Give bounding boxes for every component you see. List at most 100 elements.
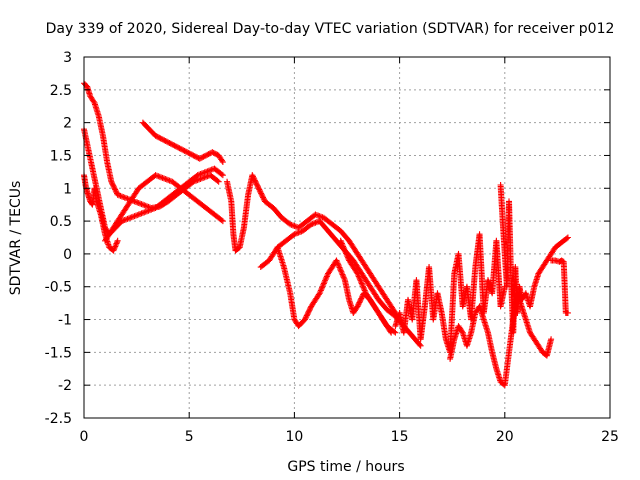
y-tick-label: 1 xyxy=(63,181,72,197)
data-point xyxy=(316,290,323,297)
data-point xyxy=(564,234,571,241)
data-point xyxy=(417,342,424,349)
data-point xyxy=(341,275,348,282)
data-point xyxy=(317,287,324,294)
series-trace-f xyxy=(224,172,403,323)
x-tick-label: 5 xyxy=(185,429,194,445)
data-point xyxy=(359,281,366,288)
chart-title: Day 339 of 2020, Sidereal Day-to-day VTE… xyxy=(46,21,615,37)
series-trace-d xyxy=(139,119,226,166)
x-tick-label: 25 xyxy=(601,429,619,445)
y-tick-label: 3 xyxy=(63,50,72,66)
data-point xyxy=(357,277,364,284)
data-point xyxy=(337,265,344,272)
data-point xyxy=(108,180,115,187)
x-tick-label: 15 xyxy=(391,429,409,445)
data-point xyxy=(249,172,256,179)
data-point xyxy=(358,295,365,302)
series-trace-c xyxy=(81,172,121,254)
y-tick-label: 0 xyxy=(63,247,72,263)
series-trace-m xyxy=(548,257,571,316)
data-point xyxy=(338,239,345,246)
x-tick-label: 0 xyxy=(80,429,89,445)
y-tick-label: 2 xyxy=(63,116,72,132)
data-points xyxy=(81,80,571,389)
data-point xyxy=(339,242,346,249)
data-point xyxy=(338,268,345,275)
grid-lines xyxy=(84,57,610,418)
data-point xyxy=(256,186,263,193)
data-point xyxy=(306,306,313,313)
data-point xyxy=(361,287,368,294)
y-tick-label: -2 xyxy=(58,378,72,394)
data-point xyxy=(114,239,121,246)
data-point xyxy=(110,183,117,190)
data-point xyxy=(344,253,351,260)
data-point xyxy=(322,276,329,283)
data-point xyxy=(258,191,265,198)
data-point xyxy=(111,246,118,253)
data-point xyxy=(256,187,263,194)
data-point xyxy=(339,271,346,278)
data-point xyxy=(338,240,345,247)
data-point xyxy=(358,279,365,286)
data-point xyxy=(257,189,264,196)
data-point xyxy=(338,270,345,277)
data-point xyxy=(354,303,361,310)
data-point xyxy=(114,237,121,244)
data-point xyxy=(258,190,265,197)
data-point xyxy=(318,286,325,293)
data-point xyxy=(357,298,364,305)
data-point xyxy=(254,182,261,189)
data-point xyxy=(303,313,310,320)
data-point xyxy=(253,180,260,187)
data-point xyxy=(323,273,330,280)
series-trace-l xyxy=(497,181,571,336)
series-trace-a xyxy=(81,80,222,211)
data-point xyxy=(219,159,226,166)
data-point xyxy=(251,176,258,183)
data-point xyxy=(255,183,262,190)
data-point xyxy=(250,174,257,181)
data-point xyxy=(336,264,343,271)
data-point xyxy=(319,284,326,291)
data-point xyxy=(358,280,365,287)
data-point xyxy=(353,269,360,276)
data-point xyxy=(343,251,350,258)
data-point xyxy=(110,247,117,254)
data-point xyxy=(355,272,362,279)
data-point xyxy=(355,273,362,280)
series-trace-i xyxy=(337,237,395,336)
y-tick-label: -2.5 xyxy=(45,411,72,427)
data-point xyxy=(321,279,328,286)
data-point xyxy=(251,177,258,184)
data-point xyxy=(324,272,331,279)
data-point xyxy=(111,244,118,251)
y-tick-labels: -2.5 -2 -1.5 -1 -0.5 0 0.5 1 1.5 2 2.5 3 xyxy=(45,50,72,427)
data-point xyxy=(344,254,351,261)
data-point xyxy=(563,235,570,242)
data-point xyxy=(335,263,342,270)
data-point xyxy=(303,312,310,319)
data-point xyxy=(214,177,221,184)
data-point xyxy=(218,171,225,178)
series-trace-h xyxy=(274,244,399,336)
data-point xyxy=(219,218,226,225)
data-point xyxy=(110,182,117,189)
data-point xyxy=(320,280,327,287)
data-point xyxy=(355,302,362,309)
data-point xyxy=(109,181,116,188)
data-point xyxy=(113,240,120,247)
data-point xyxy=(358,294,365,301)
data-point xyxy=(111,185,118,192)
data-point xyxy=(388,329,395,336)
data-point xyxy=(108,178,115,185)
data-point xyxy=(337,267,344,274)
data-point xyxy=(113,189,120,196)
data-point xyxy=(320,281,327,288)
data-point xyxy=(548,336,555,343)
y-tick-label: 2.5 xyxy=(50,83,72,99)
data-point xyxy=(337,237,344,244)
data-point xyxy=(360,284,367,291)
data-point xyxy=(564,309,571,316)
